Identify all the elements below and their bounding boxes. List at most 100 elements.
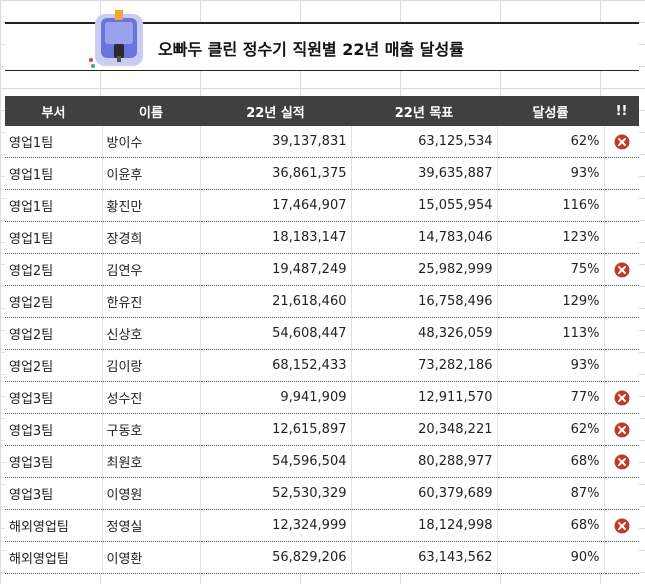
- rate-cell[interactable]: 93%: [497, 157, 605, 190]
- name-cell[interactable]: 성수진: [102, 381, 201, 414]
- actual-cell[interactable]: 12,615,897: [200, 413, 352, 446]
- dept-cell[interactable]: 영업3팀: [5, 413, 103, 446]
- dept-cell[interactable]: 영업1팀: [5, 221, 103, 254]
- name-cell[interactable]: 방이수: [102, 126, 201, 158]
- header-dept[interactable]: 부서: [5, 96, 102, 126]
- dept-cell[interactable]: 영업2팀: [5, 253, 103, 286]
- rate-cell[interactable]: 68%: [497, 445, 605, 478]
- target-cell[interactable]: 25,982,999: [351, 253, 498, 286]
- name-cell[interactable]: 장경희: [102, 221, 201, 254]
- rate-cell[interactable]: 90%: [497, 541, 605, 574]
- name-cell[interactable]: 이영원: [102, 477, 201, 510]
- name-cell[interactable]: 이윤후: [102, 157, 201, 190]
- flag-cell[interactable]: [604, 349, 639, 382]
- header-flag[interactable]: !!: [604, 96, 639, 126]
- dept-cell[interactable]: 영업2팀: [5, 285, 103, 318]
- actual-cell[interactable]: 17,464,907: [200, 189, 352, 222]
- flag-cell[interactable]: [604, 157, 639, 190]
- rate-cell[interactable]: 75%: [497, 253, 605, 286]
- flag-cell[interactable]: [604, 317, 639, 350]
- rate-cell[interactable]: 77%: [497, 381, 605, 414]
- target-cell[interactable]: 18,124,998: [351, 509, 498, 542]
- target-cell[interactable]: 16,758,496: [351, 285, 498, 318]
- flag-cell[interactable]: [604, 221, 639, 254]
- flag-cell[interactable]: [604, 381, 639, 414]
- name-cell[interactable]: 이영환: [102, 541, 201, 574]
- actual-cell[interactable]: 54,608,447: [200, 317, 352, 350]
- target-cell[interactable]: 80,288,977: [351, 445, 498, 478]
- actual-cell[interactable]: 39,137,831: [200, 126, 352, 158]
- actual-cell[interactable]: 18,183,147: [200, 221, 352, 254]
- name-cell[interactable]: 신상호: [102, 317, 201, 350]
- flag-cell[interactable]: [604, 253, 639, 286]
- flag-cell[interactable]: [604, 285, 639, 318]
- rate-cell[interactable]: 113%: [497, 317, 605, 350]
- target-cell[interactable]: 39,635,887: [351, 157, 498, 190]
- flag-cell[interactable]: [604, 413, 639, 446]
- header-actual[interactable]: 22년 실적: [200, 96, 351, 126]
- actual-cell[interactable]: 52,530,329: [200, 477, 352, 510]
- flag-cell[interactable]: [604, 509, 639, 542]
- table-row: 영업3팀 성수진 9,941,909 12,911,570 77%: [5, 381, 639, 414]
- name-cell[interactable]: 정영실: [102, 509, 201, 542]
- rate-cell[interactable]: 129%: [497, 285, 605, 318]
- table-row: 영업2팀 신상호 54,608,447 48,326,059 113%: [5, 317, 639, 350]
- target-cell[interactable]: 63,125,534: [351, 126, 498, 158]
- actual-cell[interactable]: 36,861,375: [200, 157, 352, 190]
- actual-cell[interactable]: 56,829,206: [200, 541, 352, 574]
- actual-cell[interactable]: 9,941,909: [200, 381, 352, 414]
- name-cell[interactable]: 최원호: [102, 445, 201, 478]
- target-cell[interactable]: 14,783,046: [351, 221, 498, 254]
- x-circle-icon: [614, 134, 630, 149]
- rate-cell[interactable]: 87%: [497, 477, 605, 510]
- target-cell[interactable]: 73,282,186: [351, 349, 498, 382]
- name-cell[interactable]: 김연우: [102, 253, 201, 286]
- dept-cell[interactable]: 영업3팀: [5, 445, 103, 478]
- dept-cell[interactable]: 영업3팀: [5, 477, 103, 510]
- flag-cell[interactable]: [604, 541, 639, 574]
- target-cell[interactable]: 60,379,689: [351, 477, 498, 510]
- dept-cell[interactable]: 해외영업팀: [5, 509, 103, 542]
- flag-cell[interactable]: [604, 126, 639, 158]
- page-title: 오빠두 클린 정수기 직원별 22년 매출 달성률: [158, 40, 464, 59]
- header-name[interactable]: 이름: [102, 96, 200, 126]
- dept-cell[interactable]: 영업3팀: [5, 381, 103, 414]
- target-cell[interactable]: 15,055,954: [351, 189, 498, 222]
- actual-cell[interactable]: 68,152,433: [200, 349, 352, 382]
- rate-cell[interactable]: 68%: [497, 509, 605, 542]
- table-row: 영업2팀 김연우 19,487,249 25,982,999 75%: [5, 253, 639, 286]
- dept-cell[interactable]: 해외영업팀: [5, 541, 103, 574]
- flag-cell[interactable]: [604, 477, 639, 510]
- actual-cell[interactable]: 21,618,460: [200, 285, 352, 318]
- target-cell[interactable]: 63,143,562: [351, 541, 498, 574]
- name-cell[interactable]: 김이랑: [102, 349, 201, 382]
- actual-cell[interactable]: 12,324,999: [200, 509, 352, 542]
- name-cell[interactable]: 한유진: [102, 285, 201, 318]
- actual-cell[interactable]: 19,487,249: [200, 253, 352, 286]
- name-cell[interactable]: 구동호: [102, 413, 201, 446]
- rate-cell[interactable]: 62%: [497, 413, 605, 446]
- target-cell[interactable]: 12,911,570: [351, 381, 498, 414]
- name-cell[interactable]: 황진만: [102, 189, 201, 222]
- rate-cell[interactable]: 62%: [497, 126, 605, 158]
- target-cell[interactable]: 48,326,059: [351, 317, 498, 350]
- target-cell[interactable]: 20,348,221: [351, 413, 498, 446]
- dept-cell[interactable]: 영업2팀: [5, 317, 103, 350]
- x-circle-icon: [614, 422, 630, 437]
- table-header-row: 부서 이름 22년 실적 22년 목표 달성률 !!: [5, 96, 639, 126]
- actual-cell[interactable]: 54,596,504: [200, 445, 352, 478]
- dept-cell[interactable]: 영업1팀: [5, 157, 103, 190]
- rate-cell[interactable]: 93%: [497, 349, 605, 382]
- dept-cell[interactable]: 영업1팀: [5, 189, 103, 222]
- rate-cell[interactable]: 116%: [497, 189, 605, 222]
- dept-cell[interactable]: 영업1팀: [5, 126, 103, 158]
- flag-cell[interactable]: [604, 445, 639, 478]
- header-rate[interactable]: 달성률: [497, 96, 604, 126]
- dept-cell[interactable]: 영업2팀: [5, 349, 103, 382]
- table-row: 영업2팀 한유진 21,618,460 16,758,496 129%: [5, 285, 639, 318]
- header-target[interactable]: 22년 목표: [351, 96, 497, 126]
- table-row: 영업1팀 장경희 18,183,147 14,783,046 123%: [5, 221, 639, 254]
- flag-cell[interactable]: [604, 189, 639, 222]
- table-row: 영업3팀 최원호 54,596,504 80,288,977 68%: [5, 445, 639, 478]
- rate-cell[interactable]: 123%: [497, 221, 605, 254]
